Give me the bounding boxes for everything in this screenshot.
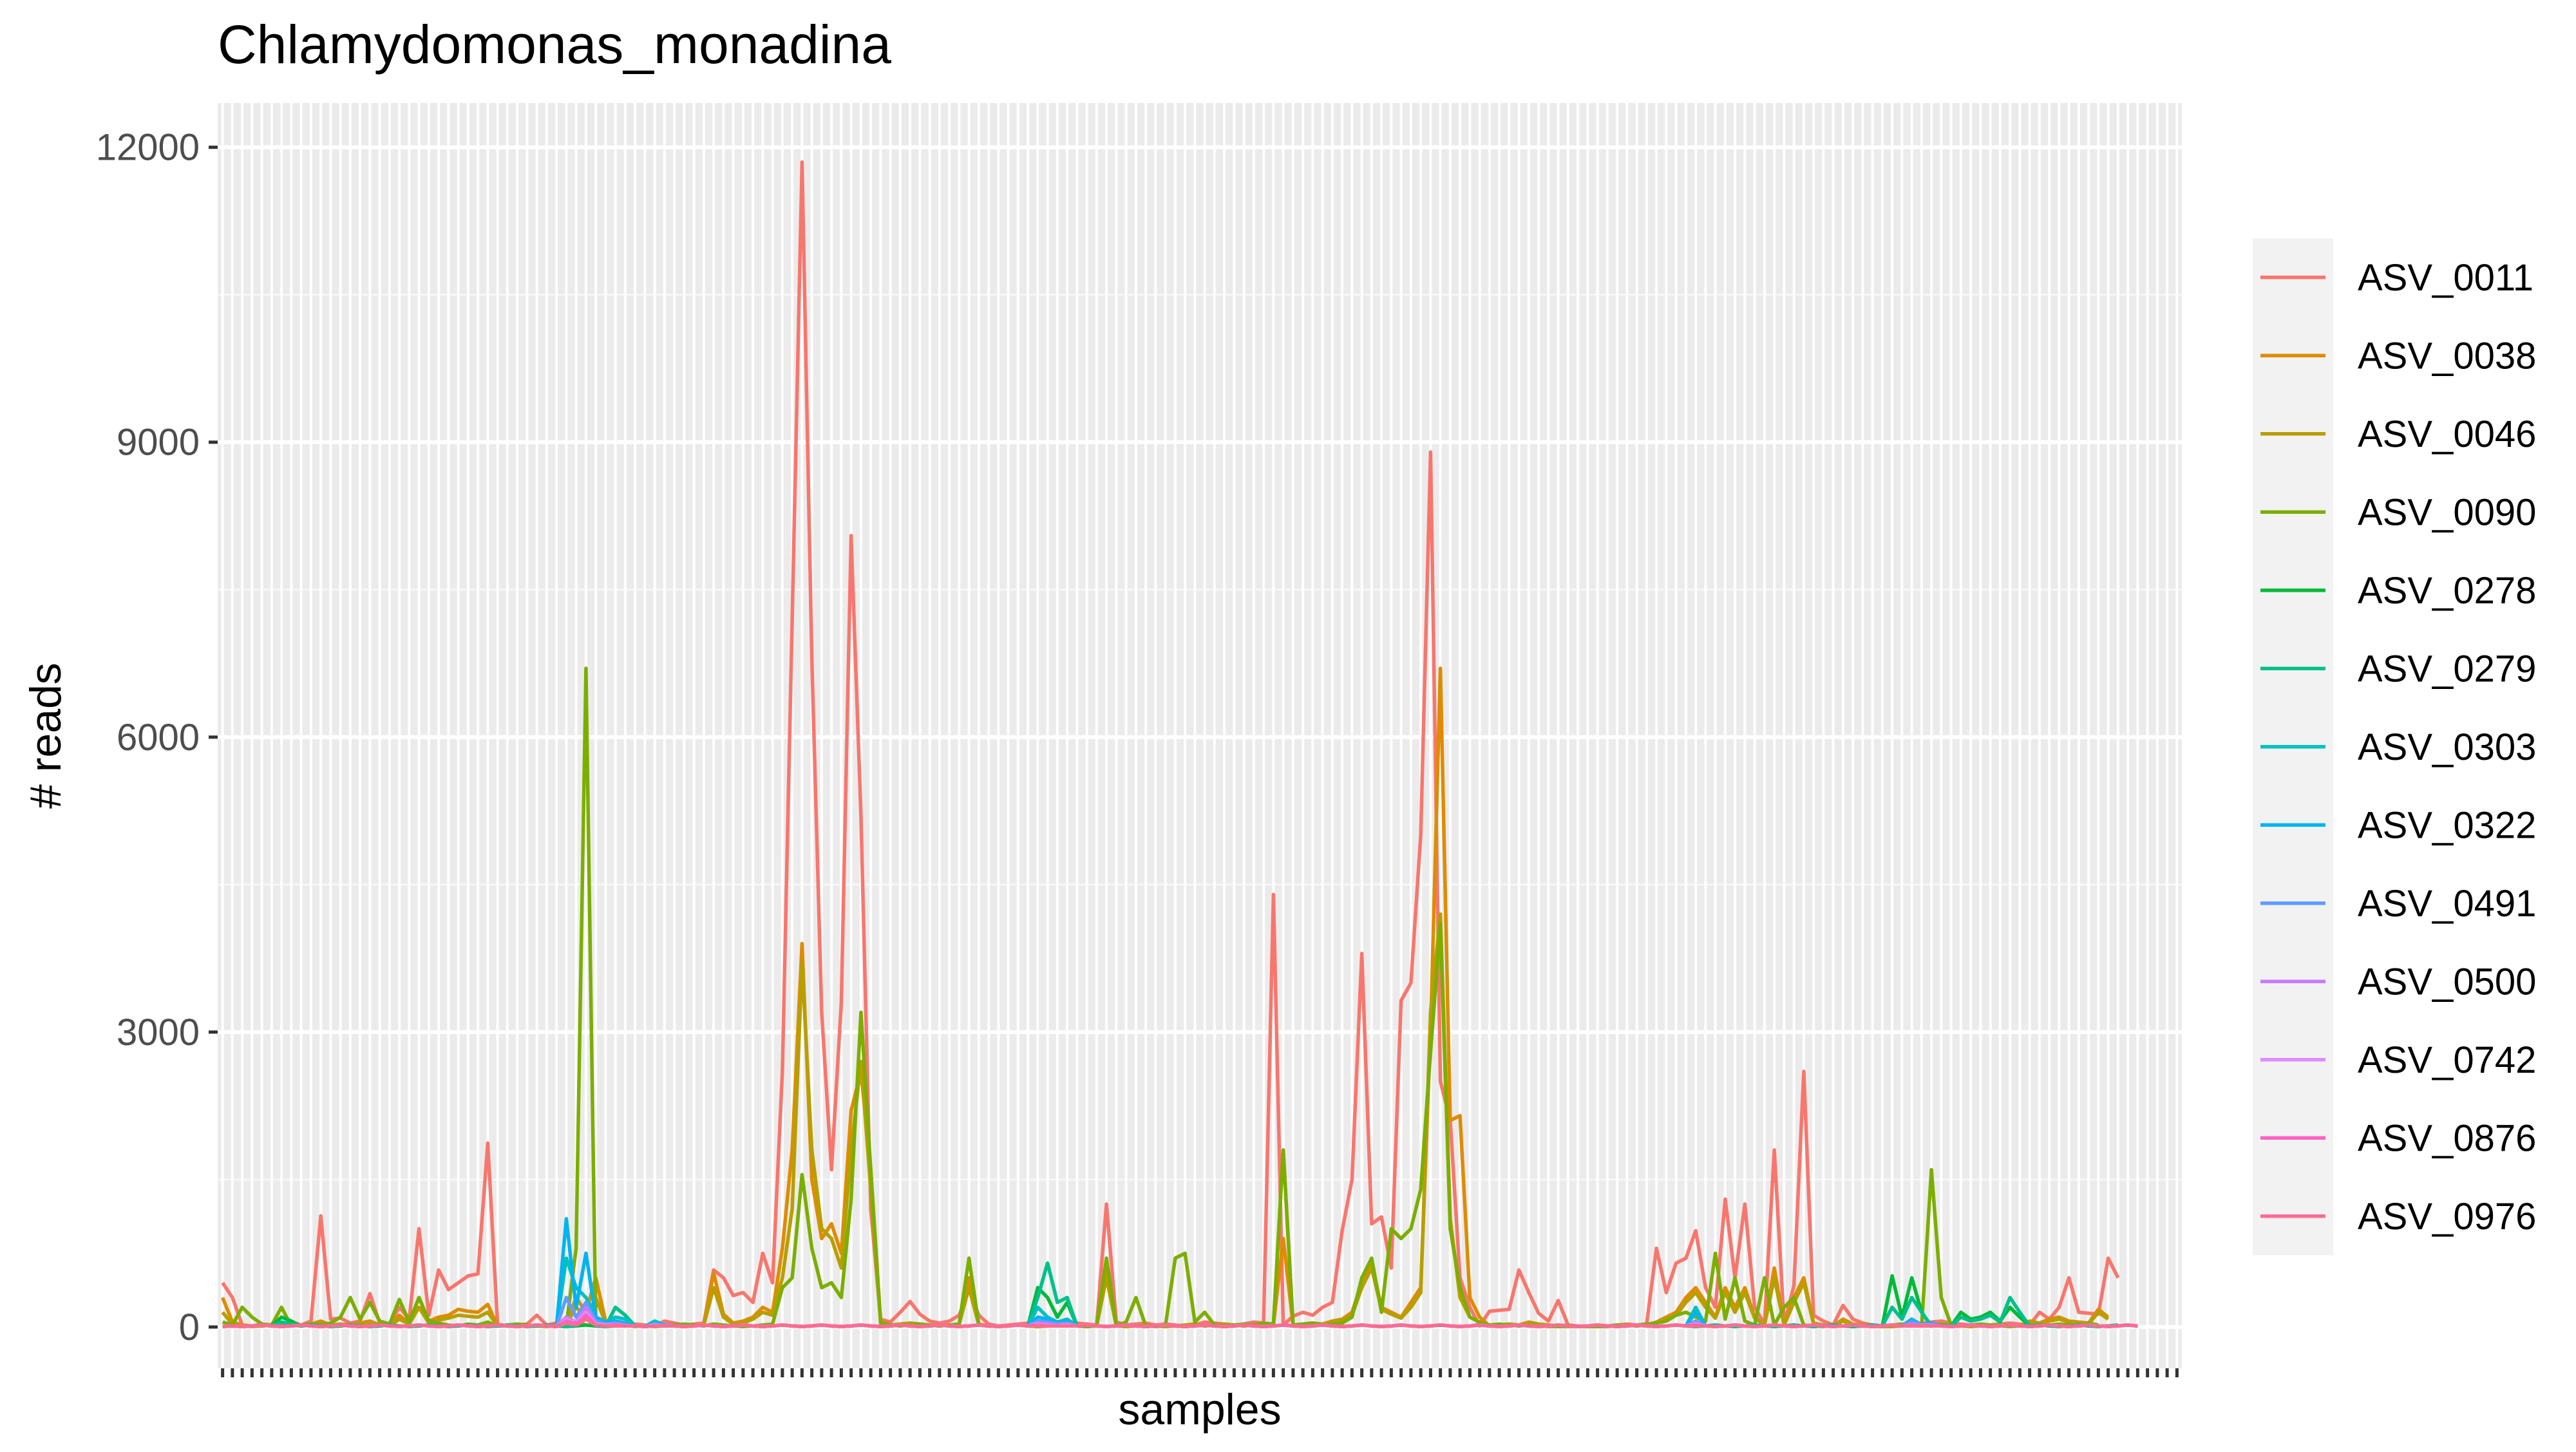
x-axis-label: samples [1118,1385,1281,1434]
legend-label: ASV_0279 [2358,648,2536,690]
legend-label: ASV_0742 [2358,1039,2536,1081]
legend-label: ASV_0011 [2358,257,2533,299]
y-tick-label: 9000 [117,422,200,464]
y-tick-label: 12000 [96,127,200,169]
legend-label: ASV_0038 [2358,335,2536,377]
axes: 0 3000 6000 9000 12000 [96,127,2179,1377]
y-tick-label: 6000 [117,717,200,759]
y-axis-label: # reads [21,663,70,809]
chart-title: Chlamydomonas_monadina [218,14,891,75]
legend-label: ASV_0046 [2358,413,2536,455]
legend-label: ASV_0090 [2358,491,2536,533]
legend: ASV_0011 ASV_0038 ASV_0046 ASV_0090 ASV_0278… [2253,238,2536,1256]
y-tick-label: 0 [179,1306,200,1348]
y-tick-label: 3000 [117,1012,200,1053]
legend-label: ASV_0491 [2358,883,2536,925]
legend-label: ASV_0976 [2358,1196,2536,1238]
legend-label: ASV_0278 [2358,570,2536,612]
legend-label: ASV_0303 [2358,726,2536,768]
series-lines [221,160,2138,1328]
legend-label: ASV_0876 [2358,1117,2536,1159]
grid [218,103,2182,1368]
series-line-asv-0976 [222,1317,2138,1328]
legend-label: ASV_0500 [2358,961,2536,1003]
legend-label: ASV_0322 [2358,804,2536,846]
